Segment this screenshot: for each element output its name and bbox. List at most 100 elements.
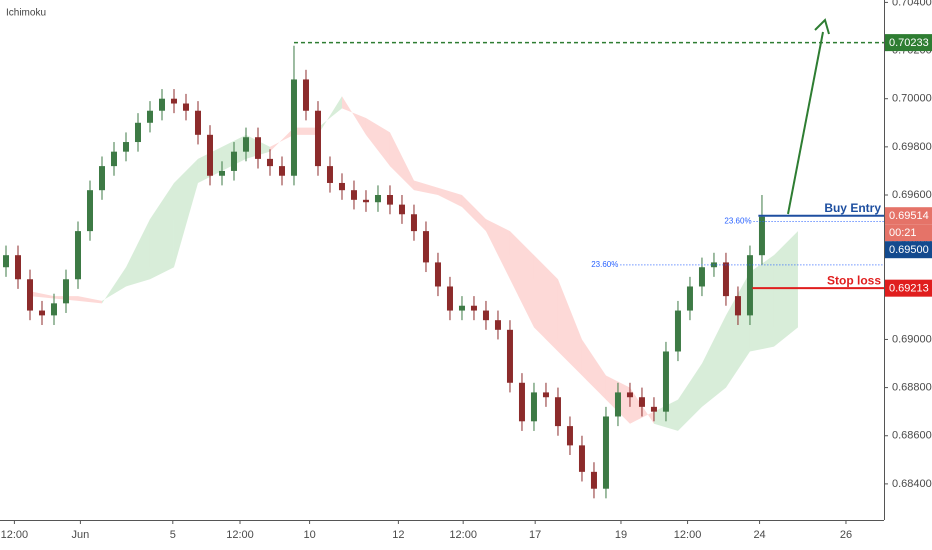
cloud-segment bbox=[557, 279, 582, 376]
candle-body bbox=[662, 351, 669, 412]
x-tick-label: 5 bbox=[170, 529, 176, 541]
candle-body bbox=[686, 286, 693, 311]
cloud-segment bbox=[485, 219, 510, 280]
x-tick-label: Jun bbox=[72, 529, 90, 541]
x-tick-label: 12 bbox=[392, 529, 404, 541]
candle-body bbox=[326, 166, 333, 183]
fib-label: 23.60% bbox=[724, 217, 751, 226]
level-name: Stop loss bbox=[827, 273, 881, 287]
candle-body bbox=[350, 190, 357, 200]
candle-body bbox=[230, 151, 237, 171]
cloud-segment bbox=[581, 339, 606, 400]
candle-body bbox=[98, 166, 105, 191]
price-label-text: 0.70233 bbox=[889, 37, 929, 49]
candle-body bbox=[314, 110, 321, 167]
candle-body bbox=[338, 182, 345, 191]
y-tick-label: 0.68600 bbox=[892, 430, 932, 442]
cloud-segment bbox=[149, 182, 174, 280]
cloud-segment bbox=[725, 272, 750, 388]
x-tick-label: 17 bbox=[529, 529, 541, 541]
candle-body bbox=[86, 190, 93, 232]
candle-body bbox=[626, 392, 633, 398]
y-tick-label: 0.70000 bbox=[892, 93, 932, 105]
candle-body bbox=[422, 231, 429, 263]
candle-body bbox=[14, 255, 21, 280]
cloud-segment bbox=[365, 117, 390, 167]
cloud-segment bbox=[101, 267, 126, 304]
candle-body bbox=[494, 320, 501, 330]
candle-body bbox=[158, 98, 165, 111]
annotations: Buy Entry Stop loss 23.60% 23.60% bbox=[293, 18, 884, 290]
candle-body bbox=[302, 79, 309, 111]
candle-body bbox=[554, 397, 561, 427]
candle-body bbox=[506, 329, 513, 383]
cloud-segment bbox=[341, 96, 366, 135]
cloud-segment bbox=[173, 158, 198, 268]
cloud-segment bbox=[125, 219, 150, 287]
candles bbox=[2, 45, 765, 499]
candle-body bbox=[590, 471, 597, 489]
candle-body bbox=[170, 98, 177, 104]
cloud-segment bbox=[77, 296, 102, 304]
candle-body bbox=[62, 279, 69, 304]
fib-label: 23.60% bbox=[591, 260, 618, 269]
candle-body bbox=[50, 303, 57, 316]
cloud-segment bbox=[413, 180, 438, 195]
cloud-segment bbox=[677, 363, 702, 431]
candle-body bbox=[446, 286, 453, 311]
indicator-name: Ichimoku bbox=[6, 8, 46, 19]
cloud-segment bbox=[629, 387, 654, 424]
candle-body bbox=[74, 231, 81, 280]
cloud-segment bbox=[749, 255, 774, 352]
candle-body bbox=[518, 382, 525, 422]
x-tick-label: 12:00 bbox=[226, 529, 254, 541]
cloud-segment bbox=[533, 255, 558, 352]
candle-body bbox=[362, 199, 369, 203]
candle-body bbox=[542, 392, 549, 398]
x-tick-label: 12:00 bbox=[674, 529, 702, 541]
target-arrowhead bbox=[814, 18, 830, 35]
y-tick-label: 0.69800 bbox=[892, 141, 932, 153]
candle-body bbox=[638, 397, 645, 407]
y-tick-label: 0.69600 bbox=[892, 189, 932, 201]
candle-body bbox=[674, 310, 681, 352]
candle-body bbox=[722, 262, 729, 297]
candle-body bbox=[2, 255, 9, 268]
x-tick-label: 24 bbox=[753, 529, 765, 541]
price-label bbox=[885, 34, 932, 52]
cloud-segment bbox=[701, 315, 726, 407]
candle-body bbox=[386, 195, 393, 205]
candle-body bbox=[278, 166, 285, 176]
cloud-segment bbox=[389, 132, 414, 191]
candle-body bbox=[290, 79, 297, 176]
candle-body bbox=[218, 170, 225, 176]
candle-body bbox=[758, 216, 765, 256]
candle-body bbox=[122, 142, 129, 152]
candle-body bbox=[602, 416, 609, 489]
level-name: Buy Entry bbox=[824, 201, 881, 215]
candle-body bbox=[242, 137, 249, 152]
price-label bbox=[885, 207, 932, 225]
candle-body bbox=[26, 279, 33, 311]
countdown-label bbox=[885, 224, 932, 242]
x-tick-label: 10 bbox=[303, 529, 315, 541]
candle-body bbox=[398, 204, 405, 215]
current-price-label bbox=[885, 241, 932, 259]
candle-body bbox=[374, 195, 381, 203]
candle-body bbox=[530, 392, 537, 422]
cloud-segment bbox=[437, 187, 462, 208]
cloud-segment bbox=[317, 96, 342, 135]
candle-body bbox=[734, 296, 741, 316]
x-tick-label: 12:00 bbox=[1, 529, 29, 541]
price-label-text: 0.69514 bbox=[889, 210, 929, 222]
x-tick-label: 26 bbox=[840, 529, 852, 541]
target-arrow bbox=[787, 31, 824, 215]
y-tick-label: 0.70400 bbox=[892, 0, 932, 8]
candle-body bbox=[410, 214, 417, 232]
candle-body bbox=[38, 310, 45, 316]
candle-body bbox=[434, 262, 441, 287]
current-price-label-text: 0.69500 bbox=[889, 244, 929, 256]
candle-body bbox=[134, 122, 141, 143]
